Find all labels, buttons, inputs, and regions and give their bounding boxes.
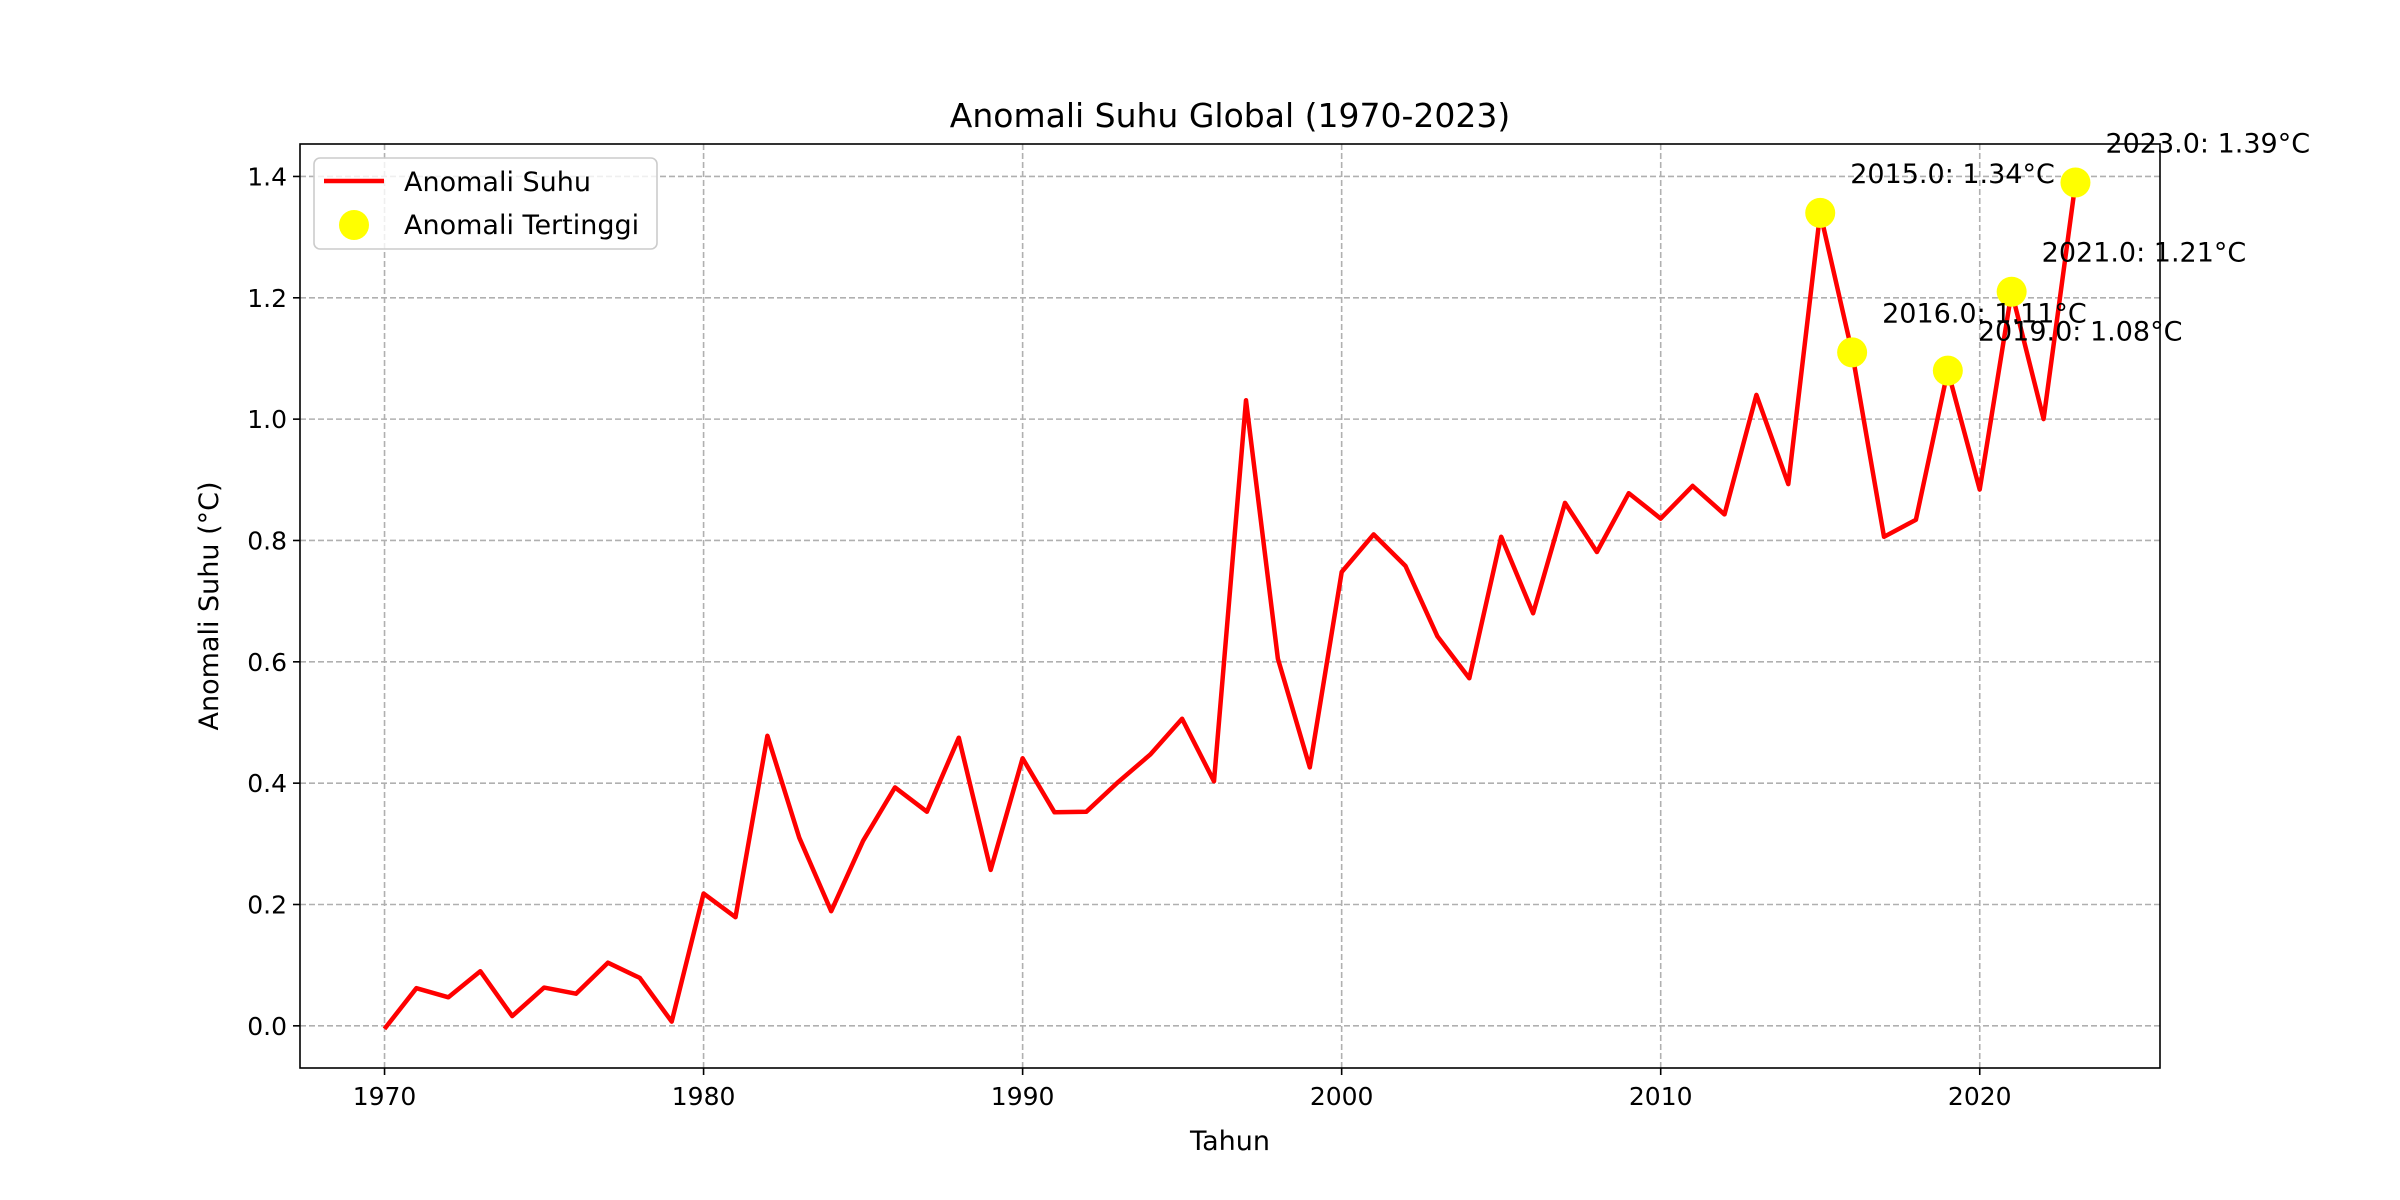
x-axis: 1970 1980 1990 2000 2010 2020 bbox=[353, 1068, 2012, 1111]
y-tick-label: 1.4 bbox=[247, 162, 287, 191]
x-tick-label: 1980 bbox=[672, 1082, 736, 1111]
highlight-layer bbox=[1805, 167, 2091, 386]
plot-frame bbox=[299, 143, 2161, 1069]
x-tick-label: 1990 bbox=[991, 1082, 1055, 1111]
legend-box bbox=[313, 157, 658, 250]
highlight-annotation: 2021.0: 1.21°C bbox=[2042, 238, 2247, 269]
x-axis-label: Tahun bbox=[1189, 1126, 1270, 1157]
chart-title: Anomali Suhu Global (1970-2023) bbox=[950, 96, 1510, 135]
y-tick-label: 0.2 bbox=[247, 890, 287, 919]
y-tick-label: 0.4 bbox=[247, 769, 287, 798]
highlight-point bbox=[1932, 355, 1963, 386]
y-tick-label: 0.8 bbox=[247, 526, 287, 555]
highlight-point bbox=[1805, 197, 1836, 228]
legend-label-series: Anomali Suhu bbox=[404, 167, 591, 198]
legend-marker-swatch bbox=[339, 210, 369, 240]
series-layer bbox=[382, 182, 2078, 1031]
series-line-anomali-suhu bbox=[382, 182, 2078, 1031]
x-tick-label: 1970 bbox=[353, 1082, 417, 1111]
highlight-annotation: 2016.0: 1.11°C bbox=[1882, 298, 2087, 329]
highlight-annotation: 2019.0: 1.08°C bbox=[1978, 317, 2183, 348]
highlight-point bbox=[2060, 167, 2091, 198]
x-tick-label: 2010 bbox=[1629, 1082, 1693, 1111]
y-tick-label: 0.6 bbox=[247, 648, 287, 677]
highlight-point bbox=[1837, 337, 1868, 368]
grid bbox=[300, 144, 2160, 1068]
y-axis-label: Anomali Suhu (°C) bbox=[194, 481, 225, 730]
y-tick-label: 0.0 bbox=[247, 1012, 287, 1041]
x-tick-label: 2020 bbox=[1948, 1082, 2012, 1111]
y-axis: 0.0 0.2 0.4 0.6 0.8 1.0 1.2 1.4 bbox=[247, 162, 300, 1041]
highlight-annotation: 2015.0: 1.34°C bbox=[1850, 159, 2055, 190]
x-tick-label: 2000 bbox=[1310, 1082, 1374, 1111]
legend-label-highlight: Anomali Tertinggi bbox=[404, 210, 639, 241]
y-tick-label: 1.2 bbox=[247, 284, 287, 313]
highlight-point bbox=[1996, 276, 2027, 307]
legend: Anomali Suhu Anomali Tertinggi bbox=[313, 157, 658, 250]
y-tick-label: 1.0 bbox=[247, 405, 287, 434]
